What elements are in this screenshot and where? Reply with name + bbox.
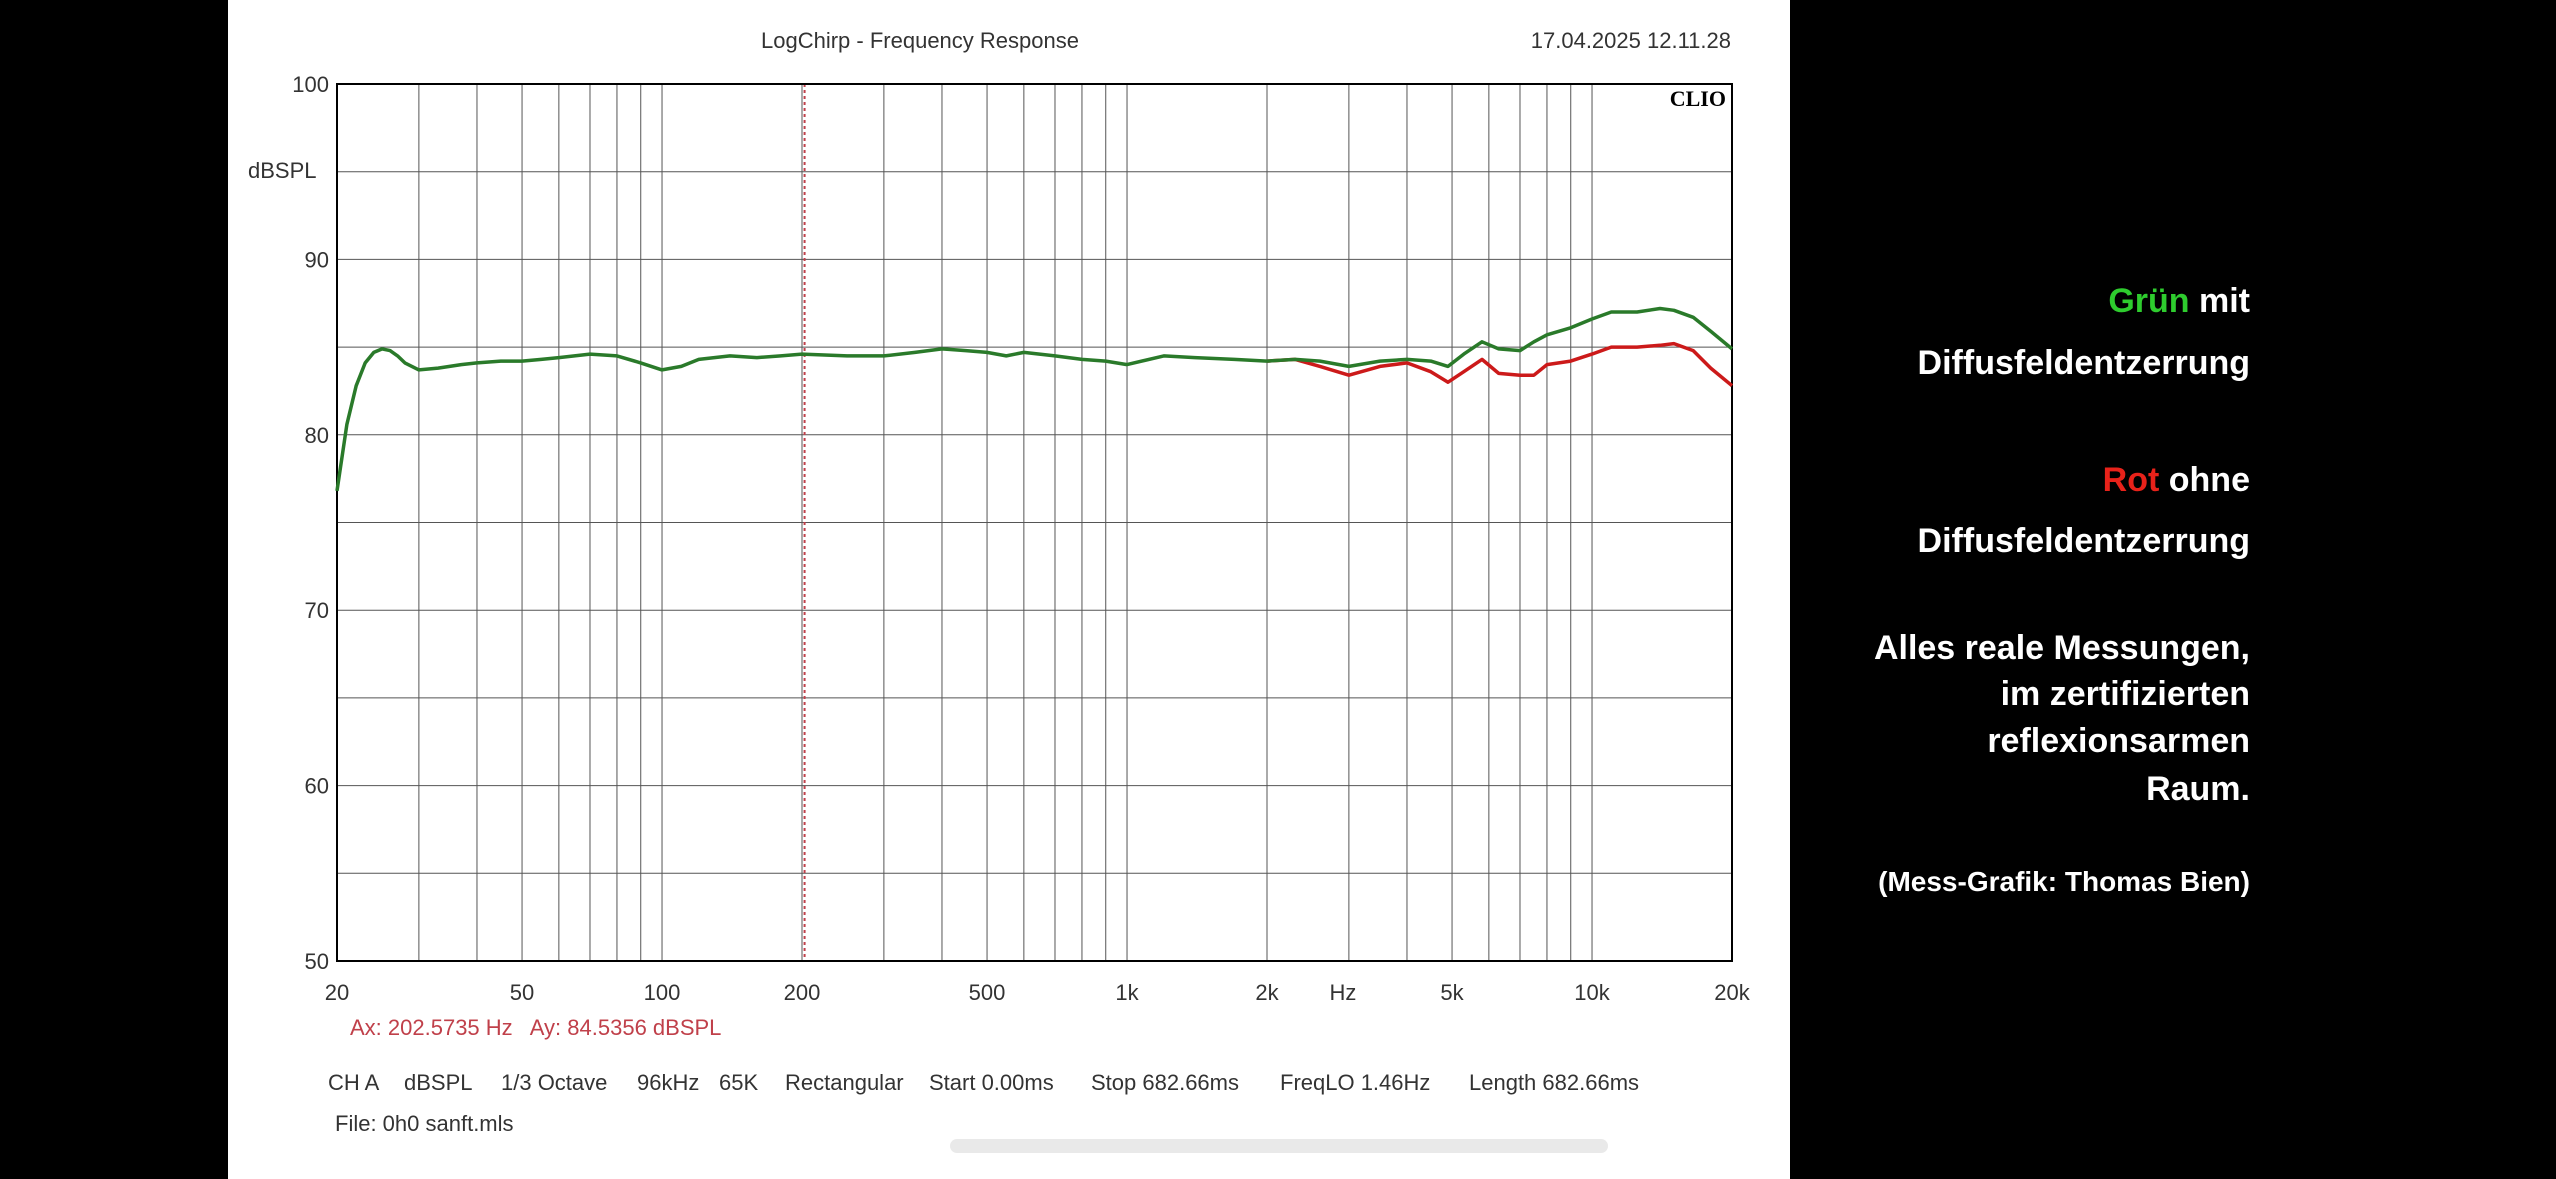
note-line-2: im zertifizierten (2000, 675, 2250, 713)
chart-timestamp: 17.04.2025 12.11.28 (1531, 28, 1731, 53)
y-tick-label: 60 (305, 774, 329, 799)
x-tick-label: 200 (784, 980, 821, 1005)
chart-panel: LogChirp - Frequency Response 17.04.2025… (228, 0, 1790, 1179)
green-series-line (335, 306, 1734, 492)
legend-green-line1: Grün mit (2108, 278, 2250, 324)
x-tick-label: 5k (1440, 980, 1464, 1005)
x-tick-label: 20k (1714, 980, 1750, 1005)
green-word: Grün (2108, 282, 2190, 320)
green-rest: mit (2189, 282, 2250, 320)
info-start: Start 0.00ms (929, 1070, 1054, 1095)
info-sample-rate: 96kHz (637, 1070, 699, 1095)
x-tick-label: 2k (1255, 980, 1279, 1005)
x-tick-label: 500 (969, 980, 1006, 1005)
y-tick-label: 50 (305, 949, 329, 974)
info-smoothing: 1/3 Octave (501, 1070, 607, 1095)
note-line-3: reflexionsarmen (1987, 722, 2250, 760)
x-tick-label: 1k (1115, 980, 1139, 1005)
x-tick-label: 20 (325, 980, 349, 1005)
info-size: 65K (719, 1070, 758, 1095)
clio-brand: CLIO (1670, 86, 1726, 111)
info-file: File: 0h0 sanft.mls (335, 1111, 514, 1136)
y-tick-label: 100 (292, 72, 329, 97)
y-tick-label: 70 (305, 598, 329, 623)
y-axis-label: dBSPL (248, 158, 317, 183)
credit: (Mess-Grafik: Thomas Bien) (1878, 866, 2250, 897)
legend-red-line1: Rot ohne (2103, 457, 2250, 503)
red-word: Rot (2102, 461, 2160, 499)
red-rest: ohne (2159, 461, 2250, 499)
plot-frame (336, 83, 1733, 962)
x-tick-label: 10k (1574, 980, 1610, 1005)
horizontal-scrollbar[interactable] (950, 1139, 1608, 1153)
x-tick-label: 50 (510, 980, 534, 1005)
info-stop: Stop 682.66ms (1091, 1070, 1239, 1095)
red-series-line (1266, 341, 1734, 388)
info-freqlo: FreqLO 1.46Hz (1280, 1070, 1430, 1095)
info-window: Rectangular (785, 1070, 904, 1095)
chart-title: LogChirp - Frequency Response (761, 28, 1079, 53)
info-length: Length 682.66ms (1469, 1070, 1639, 1095)
note-line-4: Raum. (2146, 770, 2250, 808)
info-channel: CH A (328, 1070, 380, 1095)
legend-red-line2: Diffusfeldentzerrung (1917, 522, 2250, 560)
legend-green-line2: Diffusfeldentzerrung (1917, 344, 2250, 382)
cursor-readout: Ax: 202.5735 Hz Ay: 84.5356 dBSPL (350, 1015, 721, 1040)
series-lines (335, 306, 1734, 492)
grid (337, 84, 1732, 961)
x-tick-label: 100 (644, 980, 681, 1005)
measurement-info: CH A dBSPL 1/3 Octave 96kHz 65K Rectangu… (328, 1070, 1639, 1136)
note-line-1: Alles reale Messungen, (1873, 629, 2250, 667)
axes: 50 60 70 80 90 100 20 50 100 200 500 1k 2k 5k 10k 20k (292, 72, 1750, 1005)
y-tick-label: 80 (305, 423, 329, 448)
frequency-response-chart: LogChirp - Frequency Response 17.04.2025… (248, 28, 1751, 1136)
x-axis-label: Hz (1330, 980, 1357, 1005)
y-tick-label: 90 (305, 247, 329, 272)
info-unit: dBSPL (404, 1070, 473, 1095)
